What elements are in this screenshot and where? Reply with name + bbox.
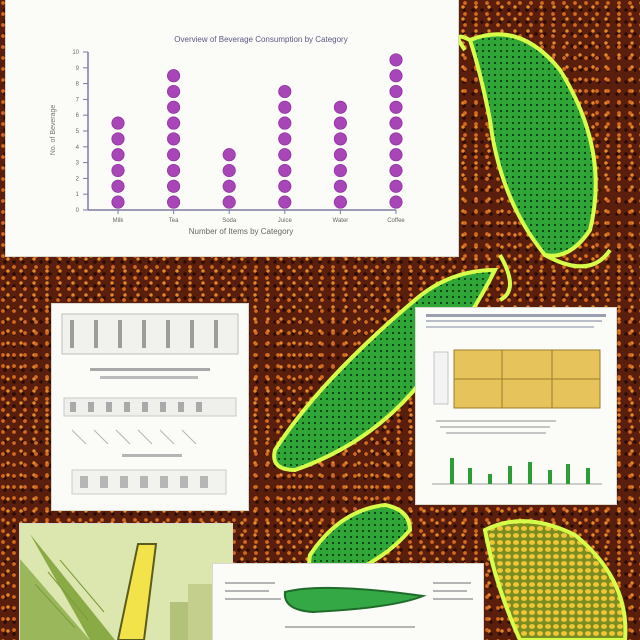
- y-tick-label-8: 8: [76, 82, 80, 88]
- y-tick-label-3: 3: [76, 161, 80, 167]
- data-point-0-5: [111, 116, 125, 130]
- x-tick-label-3: Juice: [278, 218, 293, 224]
- report-thumbnail: [61, 313, 239, 495]
- data-point-5-1: [389, 179, 403, 193]
- data-point-0-2: [111, 163, 125, 178]
- x-axis-label: Number of Items by Category: [189, 227, 293, 236]
- data-point-4-3: [333, 148, 347, 162]
- pepper-top-right: [467, 32, 598, 258]
- data-point-2-2: [222, 163, 236, 178]
- grid-report-thumbnail: [426, 314, 606, 485]
- y-tick-label-5: 5: [76, 129, 80, 135]
- data-point-1-2: [167, 163, 181, 178]
- x-tick-label-1: Tea: [169, 218, 179, 224]
- data-point-5-0: [389, 195, 403, 209]
- beverage-chart: Overview of Beverage Consumption by Cate…: [50, 35, 405, 236]
- report-panel: [52, 304, 248, 510]
- y-tick-label-6: 6: [76, 113, 80, 119]
- data-point-3-2: [278, 163, 292, 178]
- data-point-3-5: [278, 116, 292, 130]
- data-point-3-4: [278, 132, 292, 146]
- data-point-2-1: [222, 179, 236, 193]
- data-point-1-0: [167, 195, 181, 209]
- data-point-5-6: [389, 100, 403, 114]
- y-tick-label-9: 9: [76, 66, 80, 72]
- data-point-4-4: [333, 132, 347, 146]
- data-point-2-0: [222, 195, 236, 209]
- data-point-5-5: [389, 116, 403, 130]
- x-tick-label-0: Milk: [113, 218, 125, 224]
- chart-title: Overview of Beverage Consumption by Cate…: [174, 35, 347, 44]
- data-point-1-6: [167, 100, 181, 114]
- pepper-report-panel: [213, 564, 483, 640]
- data-point-1-1: [167, 179, 181, 193]
- data-point-3-7: [278, 84, 292, 99]
- y-axis-label: No. of Beverage: [50, 105, 57, 156]
- y-tick-label-0: 0: [76, 208, 80, 214]
- data-point-5-2: [389, 163, 403, 178]
- data-point-4-5: [333, 116, 347, 130]
- data-point-1-4: [167, 132, 181, 146]
- y-tick-label-1: 1: [76, 192, 80, 198]
- data-point-0-4: [111, 132, 125, 146]
- field-image-panel: [20, 524, 232, 640]
- data-point-3-0: [278, 195, 292, 209]
- data-point-1-3: [167, 148, 181, 162]
- y-tick-label-10: 10: [72, 50, 79, 56]
- x-tick-label-4: Water: [333, 218, 349, 224]
- data-point-5-4: [389, 132, 403, 146]
- y-tick-label-4: 4: [76, 145, 80, 151]
- data-point-1-7: [167, 84, 181, 99]
- data-point-3-3: [278, 148, 292, 162]
- data-point-4-0: [333, 195, 347, 209]
- corn-bottom-right: [482, 519, 628, 640]
- data-point-3-6: [278, 100, 292, 114]
- data-point-0-3: [111, 148, 125, 162]
- x-tick-label-2: Soda: [222, 218, 237, 224]
- data-point-3-1: [278, 179, 292, 193]
- data-point-2-3: [222, 148, 236, 162]
- field-illustration: [20, 524, 232, 640]
- grid-report-panel: [416, 308, 616, 504]
- data-point-4-6: [333, 100, 347, 114]
- data-point-4-1: [333, 179, 347, 193]
- data-point-5-8: [389, 69, 403, 83]
- data-point-5-7: [389, 84, 403, 99]
- data-point-0-1: [111, 179, 125, 193]
- pepper-report-thumbnail: [225, 582, 473, 628]
- chart-panel: Overview of Beverage Consumption by Cate…: [6, 0, 458, 256]
- data-point-5-9: [389, 53, 403, 67]
- data-point-5-3: [389, 148, 403, 162]
- data-point-1-8: [167, 69, 181, 83]
- y-tick-label-7: 7: [76, 97, 80, 103]
- data-point-1-5: [167, 116, 181, 130]
- data-point-4-2: [333, 163, 347, 178]
- x-tick-label-5: Coffee: [387, 218, 405, 224]
- data-point-0-0: [111, 195, 125, 209]
- y-tick-label-2: 2: [76, 176, 80, 182]
